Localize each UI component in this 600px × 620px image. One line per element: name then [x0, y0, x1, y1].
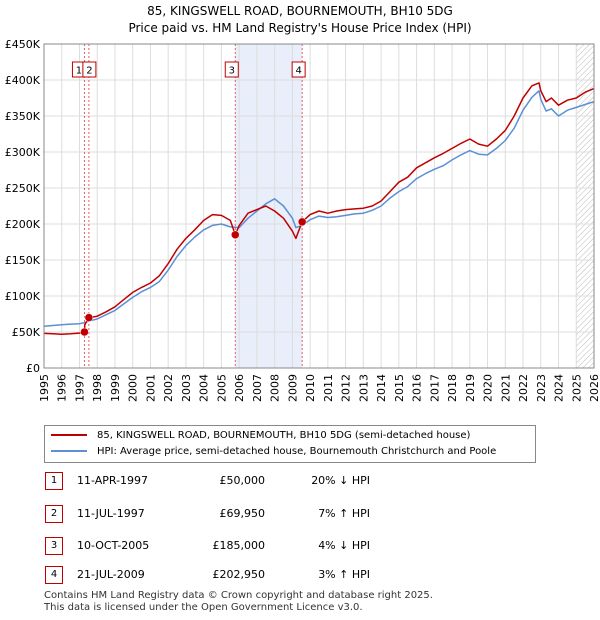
x-tick-label: 2020	[482, 374, 495, 402]
x-tick-label: 2010	[304, 374, 317, 402]
y-tick-label: £200K	[5, 218, 41, 231]
x-tick-label: 1997	[73, 374, 86, 402]
footer-license: This data is licensed under the Open Gov…	[44, 602, 363, 613]
x-tick-label: 2014	[375, 374, 388, 402]
x-tick-label: 2024	[553, 374, 566, 402]
x-tick-label: 2021	[499, 374, 512, 402]
y-tick-label: £100K	[5, 290, 41, 303]
sale-price: £185,000	[212, 539, 266, 552]
sale-price: £202,950	[212, 568, 266, 581]
x-tick-label: 2017	[428, 374, 441, 402]
x-tick-label: 2022	[517, 374, 530, 402]
sale-hpi-diff: 4% ↓ HPI	[318, 539, 370, 552]
x-tick-label: 2009	[286, 374, 299, 402]
x-tick-label: 2003	[180, 374, 193, 402]
sale-point	[297, 217, 307, 227]
legend-swatch-property	[51, 434, 87, 436]
table-row: 2 11-JUL-1997 £69,950 7% ↑ HPI	[0, 505, 600, 523]
x-tick-label: 2016	[411, 374, 424, 402]
sale-label-text: 4	[295, 66, 301, 77]
projection-band	[576, 44, 594, 368]
x-tick-label: 2001	[144, 374, 157, 402]
x-tick-label: 1995	[38, 374, 51, 402]
sale-label-box	[224, 61, 239, 78]
legend-label-hpi: HPI: Average price, semi-detached house,…	[97, 446, 497, 457]
sale-marker-badge: 2	[45, 505, 63, 523]
sale-hpi-diff: 3% ↑ HPI	[318, 568, 370, 581]
sale-marker-badge: 4	[45, 566, 63, 584]
sale-hpi-diff: 20% ↓ HPI	[311, 474, 370, 487]
x-tick-label: 2007	[251, 374, 264, 402]
y-tick-label: £150K	[5, 254, 41, 267]
x-tick-label: 2026	[588, 374, 600, 402]
footer-copyright: Contains HM Land Registry data © Crown c…	[44, 590, 433, 601]
x-tick-label: 2018	[446, 374, 459, 402]
sale-label-text: 1	[76, 66, 82, 77]
sale-point	[84, 313, 94, 322]
y-tick-label: £350K	[5, 110, 41, 123]
sale-date: 10-OCT-2005	[77, 539, 150, 552]
series-line-hpi	[43, 90, 595, 327]
x-tick-label: 2008	[269, 374, 282, 402]
legend-item-hpi: HPI: Average price, semi-detached house,…	[51, 445, 496, 459]
footer: Contains HM Land Registry data © Crown c…	[44, 590, 433, 614]
sale-point	[80, 327, 89, 337]
sale-date: 21-JUL-2009	[77, 568, 145, 581]
sale-marker-badge: 3	[45, 537, 63, 555]
table-row: 3 10-OCT-2005 £185,000 4% ↓ HPI	[0, 537, 600, 555]
sale-label-text: 2	[86, 66, 92, 77]
sale-label-text: 3	[229, 66, 235, 77]
x-tick-label: 2011	[322, 374, 335, 402]
sale-label-box	[291, 61, 306, 78]
legend-label-property: 85, KINGSWELL ROAD, BOURNEMOUTH, BH10 5D…	[97, 430, 471, 441]
legend: 85, KINGSWELL ROAD, BOURNEMOUTH, BH10 5D…	[44, 425, 536, 463]
x-tick-label: 2025	[570, 374, 583, 402]
y-tick-label: £50K	[12, 326, 41, 339]
x-tick-label: 2006	[233, 374, 246, 402]
plot-frame	[43, 43, 595, 369]
x-tick-label: 2019	[464, 374, 477, 402]
y-tick-label: £450K	[5, 38, 41, 51]
table-row: 1 11-APR-1997 £50,000 20% ↓ HPI	[0, 472, 600, 490]
highlight-band	[235, 44, 303, 368]
x-tick-label: 1998	[91, 374, 104, 402]
x-tick-label: 2023	[535, 374, 548, 402]
sale-date: 11-JUL-1997	[77, 507, 145, 520]
x-tick-label: 2005	[215, 374, 228, 402]
x-tick-label: 2000	[127, 374, 140, 402]
chart-subtitle: Price paid vs. HM Land Registry's House …	[128, 21, 472, 35]
x-tick-label: 2013	[357, 374, 370, 402]
sale-price: £50,000	[219, 474, 266, 487]
x-tick-label: 2012	[340, 374, 353, 402]
chart-title: 85, KINGSWELL ROAD, BOURNEMOUTH, BH10 5D…	[147, 4, 453, 18]
y-tick-label: £250K	[5, 182, 41, 195]
x-tick-label: 2002	[162, 374, 175, 402]
y-tick-label: £0	[26, 362, 40, 375]
sale-marker-badge: 1	[45, 472, 63, 490]
price-chart: £0 £50K £100K £150K £200K £250K £300K £350K £400…	[5, 38, 600, 402]
series-line-property	[43, 82, 595, 335]
sale-label-box	[82, 61, 97, 78]
x-tick-label: 2015	[393, 374, 406, 402]
table-row: 4 21-JUL-2009 £202,950 3% ↑ HPI	[0, 566, 600, 584]
legend-swatch-hpi	[51, 450, 87, 452]
x-tick-label: 1996	[56, 374, 69, 402]
sale-price: £69,950	[219, 507, 266, 520]
x-tick-label: 1999	[109, 374, 122, 402]
sale-point	[231, 230, 240, 240]
y-tick-label: £300K	[5, 146, 41, 159]
y-tick-label: £400K	[5, 74, 41, 87]
plot-area	[44, 44, 594, 368]
sale-hpi-diff: 7% ↑ HPI	[318, 507, 370, 520]
x-tick-label: 2004	[198, 374, 211, 402]
sale-date: 11-APR-1997	[77, 474, 149, 487]
legend-item-property: 85, KINGSWELL ROAD, BOURNEMOUTH, BH10 5D…	[51, 429, 470, 443]
